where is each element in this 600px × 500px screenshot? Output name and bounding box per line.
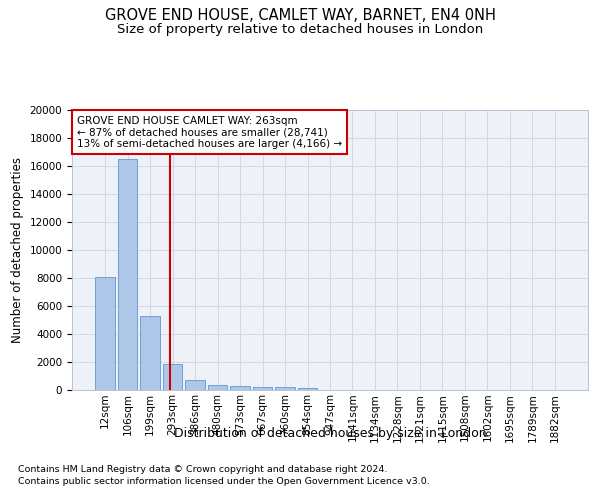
- Bar: [208, 385, 227, 390]
- Bar: [140, 316, 160, 390]
- Text: GROVE END HOUSE CAMLET WAY: 263sqm
← 87% of detached houses are smaller (28,741): GROVE END HOUSE CAMLET WAY: 263sqm ← 87%…: [77, 116, 342, 149]
- Text: Contains HM Land Registry data © Crown copyright and database right 2024.: Contains HM Land Registry data © Crown c…: [18, 465, 388, 474]
- Text: Distribution of detached houses by size in London: Distribution of detached houses by size …: [173, 428, 487, 440]
- Bar: [185, 380, 205, 390]
- Bar: [275, 388, 295, 390]
- Bar: [95, 276, 115, 390]
- Text: Contains public sector information licensed under the Open Government Licence v3: Contains public sector information licen…: [18, 478, 430, 486]
- Text: Size of property relative to detached houses in London: Size of property relative to detached ho…: [117, 22, 483, 36]
- Bar: [163, 364, 182, 390]
- Bar: [298, 388, 317, 390]
- Bar: [253, 387, 272, 390]
- Bar: [230, 386, 250, 390]
- Bar: [118, 159, 137, 390]
- Y-axis label: Number of detached properties: Number of detached properties: [11, 157, 24, 343]
- Text: GROVE END HOUSE, CAMLET WAY, BARNET, EN4 0NH: GROVE END HOUSE, CAMLET WAY, BARNET, EN4…: [104, 8, 496, 22]
